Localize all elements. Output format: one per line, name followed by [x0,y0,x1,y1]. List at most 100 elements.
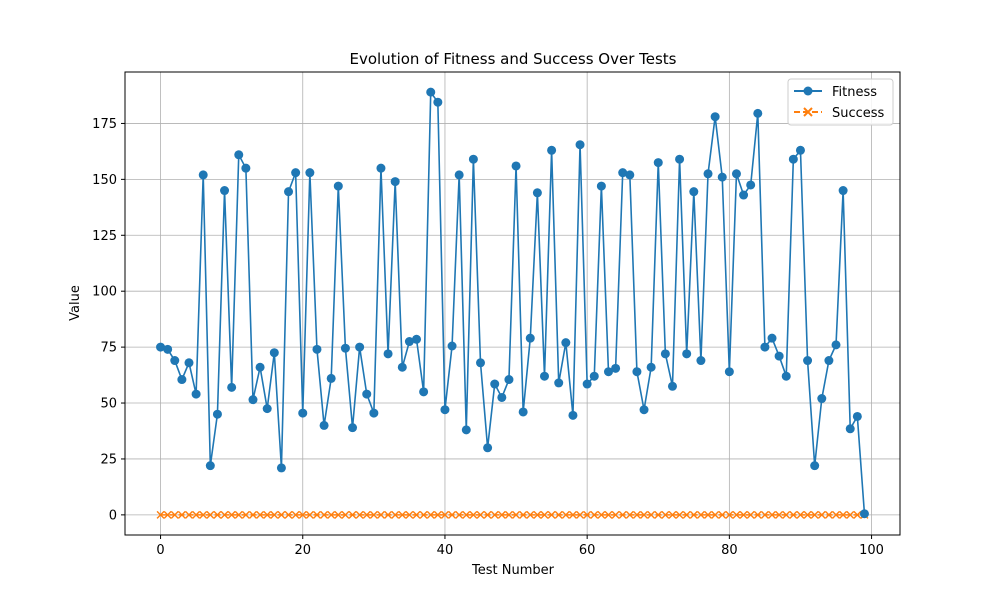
y-tick-label: 0 [109,508,117,523]
fitness-point [355,342,365,352]
fitness-point [412,334,422,344]
success-point [718,510,727,519]
ticks-layer: 0 20 40 60 80 100 0 25 50 75 100 125 150 175 [92,117,884,558]
success-point [789,510,798,519]
success-point [824,510,833,519]
success-point [469,510,478,519]
fitness-point [803,356,813,366]
fitness-point [539,371,549,381]
success-point [853,510,862,519]
success-point [760,510,769,519]
fitness-point [404,337,414,347]
fitness-point [156,342,166,352]
fitness-point [724,367,734,377]
grid-layer [125,72,900,535]
fitness-point [561,338,571,348]
success-point [327,510,336,519]
success-point [732,510,741,519]
fitness-point [859,509,869,519]
plot-frame [124,71,901,536]
fitness-point [454,170,464,180]
fitness-point [490,379,500,389]
success-point [568,510,577,519]
success-point [241,510,250,519]
success-point [810,510,819,519]
fitness-point [262,404,272,414]
success-point [504,510,513,519]
fitness-point [369,408,379,418]
fitness-point [305,168,315,178]
fitness-point [795,145,805,155]
legend-success-label: Success [832,106,885,121]
success-point [668,510,677,519]
success-point [192,510,201,519]
success-point [277,510,286,519]
fitness-point [760,342,770,352]
success-point [199,510,208,519]
success-point [284,510,293,519]
fitness-point [831,340,841,350]
success-point [227,510,236,519]
fitness-point [163,344,173,354]
fitness-point [276,463,286,473]
success-point [298,510,307,519]
fitness-point [241,163,251,173]
success-point [270,510,279,519]
success-point [739,510,748,519]
success-point [362,510,371,519]
fitness-point [291,168,301,178]
fitness-point [255,362,265,372]
success-point [632,510,641,519]
fitness-point [589,371,599,381]
fitness-series-line [160,89,866,514]
success-point [583,510,592,519]
fitness-point [419,387,429,397]
success-point [796,510,805,519]
chart-title: Evolution of Fitness and Success Over Te… [350,50,677,68]
fitness-point [646,362,656,372]
fitness-point [220,186,230,196]
fitness-point [710,112,720,122]
success-point [618,510,627,519]
fitness-point [269,348,279,358]
success-point [512,510,521,519]
fitness-point [667,381,677,391]
fitness-point [191,389,201,399]
fitness-point [838,186,848,196]
fitness-point [639,405,649,415]
fitness-point [731,169,741,179]
fitness-point [845,424,855,434]
fitness-point [653,158,663,168]
fitness-point [518,407,528,417]
legend: Fitness Success [787,78,894,126]
x-tick-label: 60 [579,543,596,558]
fitness-point [177,375,187,385]
y-tick-label: 75 [100,341,117,356]
fitness-point [198,170,208,180]
success-point [263,510,272,519]
legend-fitness-label: Fitness [832,85,877,100]
success-point [590,510,599,519]
fitness-point [504,375,514,385]
success-point [846,510,855,519]
fitness-point [284,187,294,197]
fitness-point [554,378,564,388]
fitness-point [212,409,222,419]
fitness-point [476,358,486,368]
success-point [661,510,670,519]
success-point [753,510,762,519]
fitness-point [170,356,180,366]
fitness-point [739,190,749,200]
success-point [177,510,186,519]
success-point [817,510,826,519]
success-point [291,510,300,519]
fitness-point [298,408,308,418]
fitness-point [547,145,557,155]
success-point [462,510,471,519]
fitness-point [326,373,336,383]
success-point [476,510,485,519]
y-tick-label: 150 [92,173,117,188]
fitness-point [397,362,407,372]
fitness-point [248,395,258,405]
